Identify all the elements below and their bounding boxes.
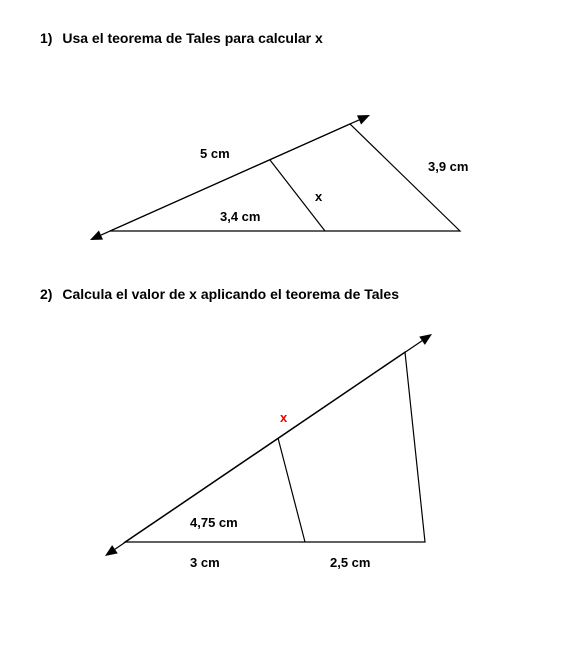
problem-2-text: Calcula el valor de x aplicando el teore… [62,286,399,302]
problem-1-text: Usa el teorema de Tales para calcular x [62,30,322,46]
svg-text:4,75 cm: 4,75 cm [190,515,238,530]
svg-text:5 cm: 5 cm [200,146,230,161]
svg-text:3,4 cm: 3,4 cm [220,209,260,224]
problem-2-number: 2) [40,286,52,302]
problem-1-figure: 5 cm 3,9 cm 3,4 cm x [80,66,500,246]
svg-text:x: x [280,410,288,425]
problem-2-prompt: 2) Calcula el valor de x aplicando el te… [40,286,539,302]
problem-1-number: 1) [40,30,52,46]
svg-text:2,5 cm: 2,5 cm [330,555,370,570]
problem-1: 1) Usa el teorema de Tales para calcular… [40,30,539,246]
svg-text:x: x [315,189,323,204]
problem-2: 2) Calcula el valor de x aplicando el te… [40,286,539,582]
svg-text:3,9 cm: 3,9 cm [428,159,468,174]
svg-text:3 cm: 3 cm [190,555,220,570]
problem-1-prompt: 1) Usa el teorema de Tales para calcular… [40,30,539,46]
problem-2-figure: x 4,75 cm 3 cm 2,5 cm [80,322,500,582]
